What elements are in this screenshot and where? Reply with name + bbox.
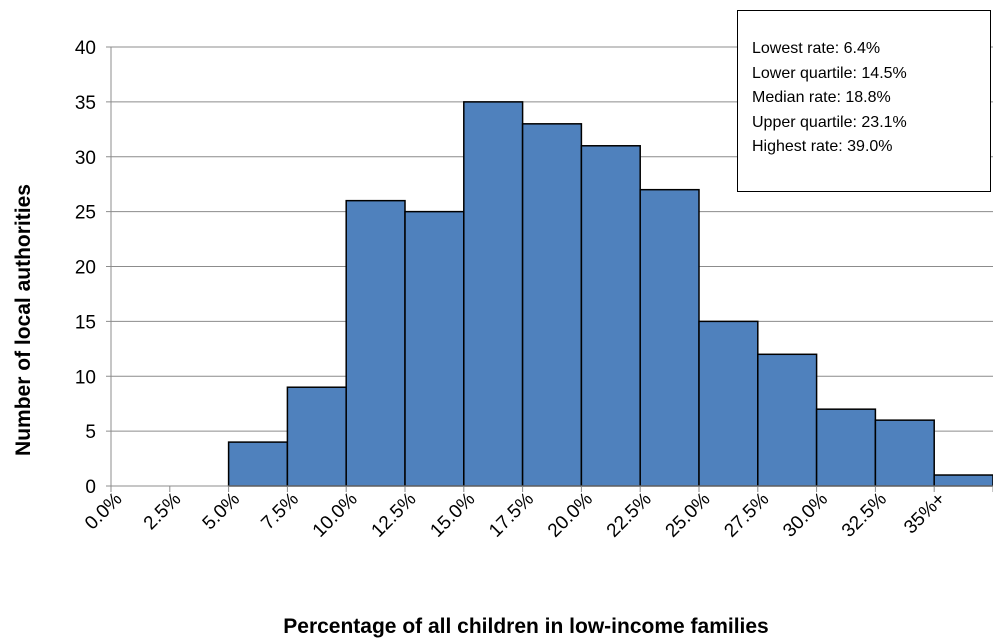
x-tick-label: 20.0% [544,489,597,542]
bars [227,101,993,487]
y-tick-label: 5 [85,422,96,443]
y-tick-label: 40 [75,38,96,59]
histogram-bar [580,145,641,487]
x-tick-label: 30.0% [779,489,832,542]
histogram-bar [521,123,583,487]
x-tick-label: 7.5% [257,489,303,535]
x-tick-label: 17.5% [485,489,538,542]
lowest-rate-stat: Lowest rate: 6.4% [752,40,881,57]
x-tick-label: 2.5% [140,489,186,535]
highest-rate-stat: Highest rate: 39.0% [752,138,893,155]
histogram-bar [757,353,818,487]
y-tick-label: 0 [85,477,96,498]
histogram-bar [463,101,524,487]
histogram-bar [345,199,406,487]
histogram-bar [874,419,935,487]
lower-quartile-stat: Lower quartile: 14.5% [752,64,907,82]
histogram-bar [815,408,877,487]
axes [106,46,993,492]
y-axis-title: Number of local authorities [12,184,35,456]
x-tick-label: 12.5% [368,489,421,542]
x-tick-label: 10.0% [309,489,362,542]
histogram-bar [933,474,993,487]
histogram-bar [286,386,347,487]
y-tick-labels: 0 5 10 15 20 25 30 35 40 [75,38,96,498]
x-tick-labels: 0.0% 2.5% 5.0% 7.5% 10.0% 12.5% 15.0% 17.5% 20.0… [81,489,950,542]
x-tick-label: 32.5% [838,489,891,542]
x-tick-label: 35%+ [900,489,950,539]
y-tick-label: 15 [75,312,96,333]
y-tick-label: 35 [75,93,96,114]
x-tick-label: 15.0% [426,489,479,542]
histogram-bar [698,320,759,487]
x-tick-label: 22.5% [603,489,656,542]
histogram-bar [639,188,700,487]
y-tick-label: 25 [75,203,96,224]
x-tick-label: 27.5% [720,489,773,542]
y-tick-label: 10 [75,367,96,388]
histogram-bar [227,441,289,487]
x-axis-title: Percentage of all children in low-income… [283,615,768,638]
histogram-bar [404,210,465,487]
upper-quartile-stat: Upper quartile: 23.1% [752,113,907,131]
median-rate-stat: Median rate: 18.8% [752,89,891,106]
x-tick-label: 5.0% [199,489,245,535]
y-tick-label: 30 [75,148,96,169]
x-tick-label: 25.0% [662,489,715,542]
summary-stats-box: Lowest rate: 6.4% Lower quartile: 14.5% … [737,10,991,192]
y-tick-label: 20 [75,258,96,279]
